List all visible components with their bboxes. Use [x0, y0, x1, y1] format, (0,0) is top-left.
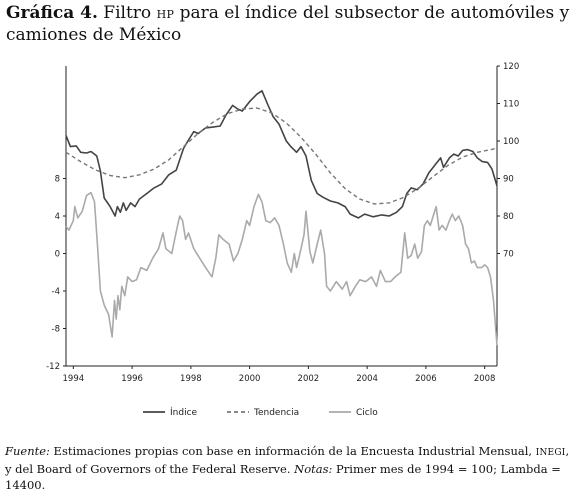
chart-legend: Índice Tendencia Ciclo: [143, 406, 378, 418]
x-axis-tick-label: 2002: [298, 374, 320, 384]
hp-filter-chart: -12 -8 -4 0 4 8 70 80 90 100 110 120 1994 1996 1998 200…: [46, 62, 519, 418]
right-axis-tick-label: 100: [503, 137, 519, 147]
chart-lines: [65, 90, 498, 346]
series-line-ciclo: [65, 191, 498, 346]
title-text-a: Filtro: [97, 3, 157, 23]
left-axis-tick-label: 8: [55, 175, 60, 185]
left-axis-tick-label: 4: [55, 212, 60, 222]
left-axis-tick-label: -8: [52, 325, 60, 335]
x-axis-tick-label: 1998: [180, 374, 202, 384]
chart-axes: -12 -8 -4 0 4 8 70 80 90 100 110 120 1994 1996 1998 200…: [46, 62, 519, 384]
right-axis-tick-label: 110: [503, 100, 519, 110]
x-axis-tick-label: 2004: [356, 374, 378, 384]
legend-label-indice: Índice: [170, 406, 198, 418]
fuente-text-b: , y del Board of Governors of the Federa…: [5, 444, 570, 476]
right-axis-tick-label: 90: [503, 175, 514, 185]
notas-label: Notas:: [294, 462, 333, 476]
x-axis-tick-label: 2000: [239, 374, 261, 384]
x-axis-tick-label: 2006: [415, 374, 437, 384]
left-axis-tick-label: -12: [46, 362, 60, 372]
left-axis-tick-label: -4: [52, 287, 60, 297]
title-label: Gráfica 4.: [6, 3, 98, 23]
fuente-inegi: INEGI: [535, 448, 566, 458]
left-axis-tick-label: 0: [55, 250, 60, 260]
x-axis-tick-label: 1994: [63, 374, 85, 384]
legend-label-ciclo: Ciclo: [356, 408, 378, 418]
source-note: Fuente: Estimaciones propias con base en…: [5, 443, 573, 493]
fuente-label: Fuente:: [5, 444, 50, 458]
legend-label-tendencia: Tendencia: [253, 408, 299, 418]
right-axis-tick-label: 80: [503, 212, 514, 222]
series-line-tendencia: [65, 107, 498, 205]
right-axis-tick-label: 70: [503, 250, 514, 260]
x-axis-tick-label: 2008: [474, 374, 496, 384]
x-axis-tick-label: 1996: [121, 374, 143, 384]
title-hp: HP: [156, 8, 175, 21]
title-text-b: para el índice del subsector de automóvi…: [6, 3, 570, 45]
fuente-text-a: Estimaciones propias con base en informa…: [49, 444, 536, 458]
chart-title: Gráfica 4. Filtro HP para el índice del …: [6, 3, 571, 46]
right-axis-tick-label: 120: [503, 62, 519, 72]
series-line-indice: [65, 90, 498, 219]
